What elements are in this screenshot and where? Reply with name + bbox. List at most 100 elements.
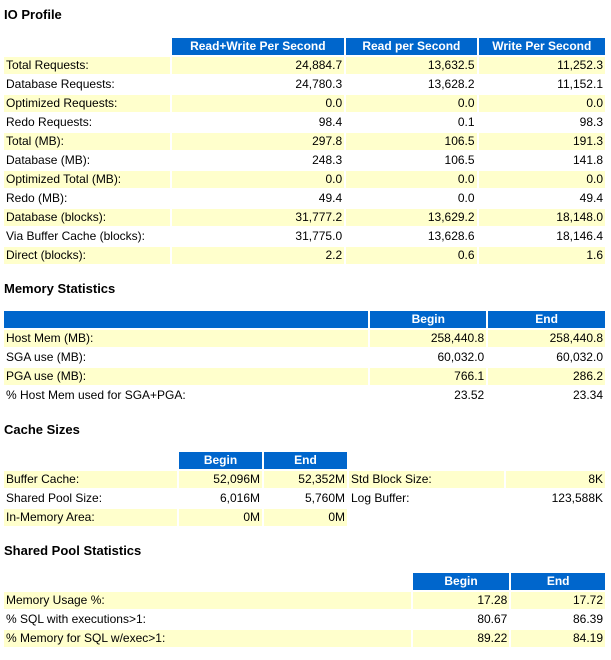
shared-pool-statistics-header-row: Begin End <box>4 573 605 590</box>
shared-pool-statistics-header-blank <box>4 573 411 590</box>
table-row: Buffer Cache: 52,096M 52,352M Std Block Siz… <box>4 471 605 488</box>
end-value: 17.72 <box>511 592 605 609</box>
io-profile-title: IO Profile <box>4 7 62 22</box>
read-write-value: 49.4 <box>171 190 345 207</box>
table-row: Database (blocks): 31,777.2 13,629.2 18,148… <box>4 209 605 226</box>
row-label: % Memory for SQL w/exec>1: <box>4 630 411 647</box>
write-value: 18,148.0 <box>478 209 605 226</box>
io-profile-header-row: Read+Write Per Second Read per Second Wr… <box>4 38 605 55</box>
table-row: Via Buffer Cache (blocks): 31,775.0 13,628… <box>4 228 605 245</box>
row-label: Direct (blocks): <box>4 247 170 264</box>
write-value: 18,146.4 <box>478 228 605 245</box>
table-row: Optimized Total (MB): 0.0 0.0 0.0 <box>4 171 605 188</box>
end-value: 0M <box>264 509 347 526</box>
end-value: 86.39 <box>511 611 605 628</box>
io-profile-header-read: Read per Second <box>346 38 477 55</box>
write-value: 11,252.3 <box>478 57 605 74</box>
table-row: Redo Requests: 98.4 0.1 98.3 <box>4 114 605 131</box>
row-label: Optimized Requests: <box>4 95 170 112</box>
row-label: % SQL with executions>1: <box>4 611 411 628</box>
end-value: 23.34 <box>488 387 605 404</box>
begin-value: 258,440.8 <box>370 330 487 347</box>
begin-value: 89.22 <box>412 630 510 647</box>
row-label: In-Memory Area: <box>4 509 177 526</box>
cache-sizes-header-row: Begin End <box>4 452 605 469</box>
memory-statistics-title: Memory Statistics <box>4 281 116 296</box>
read-value: 0.0 <box>346 171 477 188</box>
read-value: 106.5 <box>346 133 477 150</box>
read-value: 13,628.6 <box>346 228 477 245</box>
read-write-value: 31,775.0 <box>171 228 345 245</box>
read-write-value: 0.0 <box>171 95 345 112</box>
table-row: Redo (MB): 49.4 0.0 49.4 <box>4 190 605 207</box>
cache-sizes-title: Cache Sizes <box>4 422 80 437</box>
io-profile-table: Read+Write Per Second Read per Second Wr… <box>2 36 607 266</box>
cache-sizes-header-end: End <box>264 452 347 469</box>
cache-sizes-header-begin: Begin <box>179 452 262 469</box>
table-row: % Host Mem used for SGA+PGA: 23.52 23.34 <box>4 387 605 404</box>
write-value: 0.0 <box>478 95 605 112</box>
memory-statistics-header-blank <box>4 311 369 328</box>
begin-value: 6,016M <box>179 490 262 507</box>
read-write-value: 31,777.2 <box>171 209 345 226</box>
table-row: Direct (blocks): 2.2 0.6 1.6 <box>4 247 605 264</box>
begin-value: 17.28 <box>412 592 510 609</box>
write-value: 49.4 <box>478 190 605 207</box>
secondary-label: Std Block Size: <box>349 471 504 488</box>
table-row: SGA use (MB): 60,032.0 60,032.0 <box>4 349 605 366</box>
memory-statistics-header-row: Begin End <box>4 311 605 328</box>
end-value: 84.19 <box>511 630 605 647</box>
read-value: 13,628.2 <box>346 76 477 93</box>
secondary-label <box>349 509 504 526</box>
read-write-value: 248.3 <box>171 152 345 169</box>
read-write-value: 297.8 <box>171 133 345 150</box>
cache-sizes-body: Buffer Cache: 52,096M 52,352M Std Block Siz… <box>4 471 605 526</box>
io-profile-body: Total Requests: 24,884.7 13,632.5 11,252.3 D… <box>4 57 605 264</box>
end-value: 60,032.0 <box>488 349 605 366</box>
end-value: 52,352M <box>264 471 347 488</box>
table-row: Memory Usage %: 17.28 17.72 <box>4 592 605 609</box>
cache-sizes-header-blank-2 <box>349 452 504 469</box>
row-label: Redo Requests: <box>4 114 170 131</box>
secondary-value <box>506 509 605 526</box>
read-value: 0.0 <box>346 190 477 207</box>
io-profile-header-write: Write Per Second <box>478 38 605 55</box>
secondary-value: 123,588K <box>506 490 605 507</box>
table-row: % SQL with executions>1: 80.67 86.39 <box>4 611 605 628</box>
table-row: % Memory for SQL w/exec>1: 89.22 84.19 <box>4 630 605 647</box>
read-write-value: 98.4 <box>171 114 345 131</box>
table-row: Shared Pool Size: 6,016M 5,760M Log Buffer:… <box>4 490 605 507</box>
read-write-value: 0.0 <box>171 171 345 188</box>
shared-pool-statistics-title: Shared Pool Statistics <box>4 543 142 558</box>
row-label: Total (MB): <box>4 133 170 150</box>
secondary-label: Log Buffer: <box>349 490 504 507</box>
io-profile-header-rw: Read+Write Per Second <box>171 38 345 55</box>
shared-pool-statistics-table: Begin End Memory Usage %: 17.28 17.72 % SQL… <box>2 571 607 649</box>
table-row: PGA use (MB): 766.1 286.2 <box>4 368 605 385</box>
cache-sizes-header-blank-3 <box>506 452 605 469</box>
read-value: 13,629.2 <box>346 209 477 226</box>
table-row: In-Memory Area: 0M 0M <box>4 509 605 526</box>
table-row: Optimized Requests: 0.0 0.0 0.0 <box>4 95 605 112</box>
read-write-value: 24,780.3 <box>171 76 345 93</box>
memory-statistics-table: Begin End Host Mem (MB): 258,440.8 258,440… <box>2 309 607 406</box>
read-value: 0.0 <box>346 95 477 112</box>
write-value: 0.0 <box>478 171 605 188</box>
row-label: Database Requests: <box>4 76 170 93</box>
write-value: 98.3 <box>478 114 605 131</box>
read-write-value: 24,884.7 <box>171 57 345 74</box>
begin-value: 80.67 <box>412 611 510 628</box>
memory-statistics-body: Host Mem (MB): 258,440.8 258,440.8 SGA use … <box>4 330 605 404</box>
read-value: 106.5 <box>346 152 477 169</box>
row-label: Via Buffer Cache (blocks): <box>4 228 170 245</box>
cache-sizes-header-blank <box>4 452 177 469</box>
row-label: Host Mem (MB): <box>4 330 369 347</box>
end-value: 258,440.8 <box>488 330 605 347</box>
memory-statistics-header-end: End <box>488 311 605 328</box>
cache-sizes-table: Begin End Buffer Cache: 52,096M 52,352M Std… <box>2 450 607 528</box>
read-write-value: 2.2 <box>171 247 345 264</box>
row-label: Database (MB): <box>4 152 170 169</box>
begin-value: 766.1 <box>370 368 487 385</box>
table-row: Total Requests: 24,884.7 13,632.5 11,252.3 <box>4 57 605 74</box>
write-value: 11,152.1 <box>478 76 605 93</box>
